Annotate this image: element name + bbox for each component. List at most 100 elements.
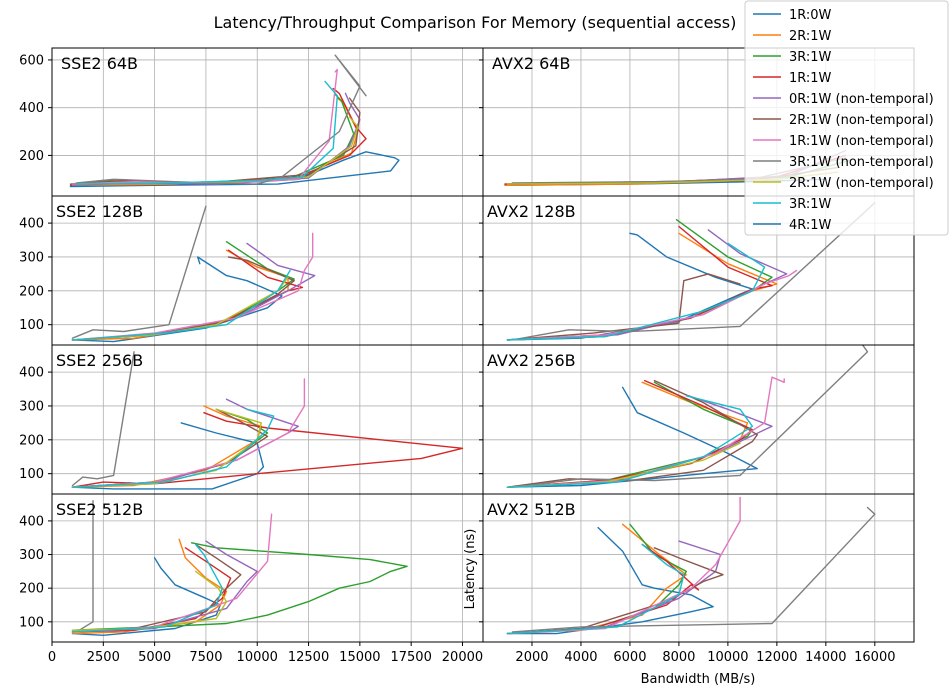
legend-label: 1R:1W (non-temporal): [789, 134, 934, 149]
legend-entry: 1R:0W: [753, 8, 832, 23]
y-tick-label: 300: [19, 399, 44, 414]
x-tick-label: 10000: [707, 650, 748, 665]
legend-entry: 2R:1W (non-temporal): [753, 113, 934, 128]
y-tick-label: 400: [19, 101, 44, 116]
subplot-label: AVX2 128B: [487, 202, 576, 221]
series-line-10: [71, 543, 224, 633]
series-line-1: [506, 386, 758, 488]
series-line-4: [69, 87, 367, 187]
x-tick-label: 15000: [339, 650, 380, 665]
series-line-9: [71, 570, 228, 631]
y-tick-label: 200: [19, 582, 44, 597]
series-line-10: [506, 395, 754, 488]
series-line-7: [506, 496, 741, 635]
series-line-6: [71, 97, 361, 185]
series-line-10: [75, 80, 338, 185]
series-line-4: [506, 543, 700, 635]
series-line-8: [511, 345, 869, 488]
series-line-9: [506, 242, 766, 341]
series-line-1: [71, 422, 265, 490]
series-line-5: [506, 229, 788, 341]
legend-label: 3R:1W (non-temporal): [789, 155, 934, 170]
x-tick-label: 12500: [288, 650, 329, 665]
subplot-grid: 200 400 600 SSE2 64B AVX2 64B 100 200 300 400 SSE…: [19, 47, 915, 665]
legend-label: 1R:0W: [789, 8, 832, 23]
series-line-3: [506, 218, 773, 341]
series-line-9: [506, 543, 685, 635]
series-line-8: [511, 506, 876, 633]
series-line-10: [71, 269, 291, 341]
subplot-5: 100 200 300 400 SSE2 256B: [19, 344, 484, 495]
subplot-8: 2000 4000 6000 8000 10000 12000 14000 16000 AVX2…: [479, 493, 915, 665]
legend-label: 3R:1W: [789, 197, 832, 212]
y-tick-label: 200: [19, 284, 44, 299]
legend-label: 1R:1W: [789, 71, 832, 86]
legend-entry: 1R:1W: [753, 71, 832, 86]
x-tick-label: 16000: [854, 650, 895, 665]
x-tick-label: 17500: [390, 650, 431, 665]
series-line-8: [71, 205, 207, 339]
legend-label: 2R:1W: [789, 29, 832, 44]
subplot-label: AVX2 512B: [487, 500, 576, 519]
subplot-label: SSE2 512B: [56, 500, 143, 519]
series-line-2: [506, 523, 687, 635]
chart-title: Latency/Throughput Comparison For Memory…: [214, 13, 737, 32]
series-line-7: [506, 376, 785, 488]
legend-box: [744, 0, 949, 236]
x-axis-label: Bandwidth (MB/s): [641, 672, 756, 687]
y-tick-label: 300: [19, 548, 44, 563]
x-tick-label: 10000: [237, 650, 278, 665]
series-line-8: [511, 202, 876, 341]
legend-entry: 3R:1W: [753, 197, 832, 212]
y-tick-label: 400: [19, 366, 44, 381]
series-line-8: [71, 351, 135, 487]
x-tick-label: 4000: [564, 650, 597, 665]
legend-entry: 3R:1W (non-temporal): [753, 155, 934, 170]
x-tick-label: 2000: [515, 650, 548, 665]
subplot-label: AVX2 64B: [492, 54, 570, 73]
series-line-6: [506, 379, 758, 488]
x-tick-label: 0: [48, 650, 56, 665]
x-tick-label: 2500: [87, 650, 120, 665]
y-tick-label: 400: [19, 217, 44, 232]
series-line-4: [71, 412, 464, 488]
series-line-7: [71, 68, 338, 185]
subplot-7: 100 200 300 400 0 2500 5000 7500 10000 12500 15000…: [19, 493, 484, 665]
x-tick-label: 6000: [613, 650, 646, 665]
series-line-7: [506, 269, 798, 341]
subplot-3: 100 200 300 400 SSE2 128B: [19, 195, 484, 346]
x-tick-label: 20000: [442, 650, 483, 665]
series-line-7: [71, 232, 314, 341]
legend-label: 0R:1W (non-temporal): [789, 92, 934, 107]
series-line-6: [506, 273, 741, 341]
subplot-6: AVX2 256B: [479, 344, 915, 495]
series-line-7: [71, 513, 273, 633]
series-line-8: [75, 500, 94, 633]
legend-label: 2R:1W (non-temporal): [789, 176, 934, 191]
subplot-label: SSE2 64B: [61, 54, 138, 73]
subplot-label: SSE2 128B: [56, 202, 143, 221]
x-tick-label: 8000: [662, 650, 695, 665]
x-tick-label: 14000: [805, 650, 846, 665]
legend-entry: 2R:1W (non-temporal): [753, 176, 934, 191]
legend-entry: 3R:1W: [753, 50, 832, 65]
series-line-3: [71, 542, 408, 631]
legend-entry: 4R:1W: [753, 218, 832, 233]
series-line-7: [71, 378, 306, 488]
y-tick-label: 300: [19, 250, 44, 265]
x-tick-label: 5000: [138, 650, 171, 665]
legend-label: 3R:1W: [789, 50, 832, 65]
x-tick-label: 7500: [189, 650, 222, 665]
y-tick-label: 100: [19, 467, 44, 482]
series-line-10: [71, 408, 275, 488]
legend-entry: 1R:1W (non-temporal): [753, 134, 934, 149]
legend: 1R:0W 2R:1W 3R:1W 1R:1W 0R:1W (non-temporal)…: [744, 0, 949, 236]
y-axis-label: Latency (ns): [463, 529, 478, 610]
series-line-9: [71, 408, 262, 488]
series-line-2: [506, 381, 749, 488]
series-line-5: [71, 540, 258, 633]
subplot-1: 200 400 600 SSE2 64B: [19, 47, 484, 197]
legend-label: 4R:1W: [789, 218, 832, 233]
y-tick-label: 200: [19, 433, 44, 448]
